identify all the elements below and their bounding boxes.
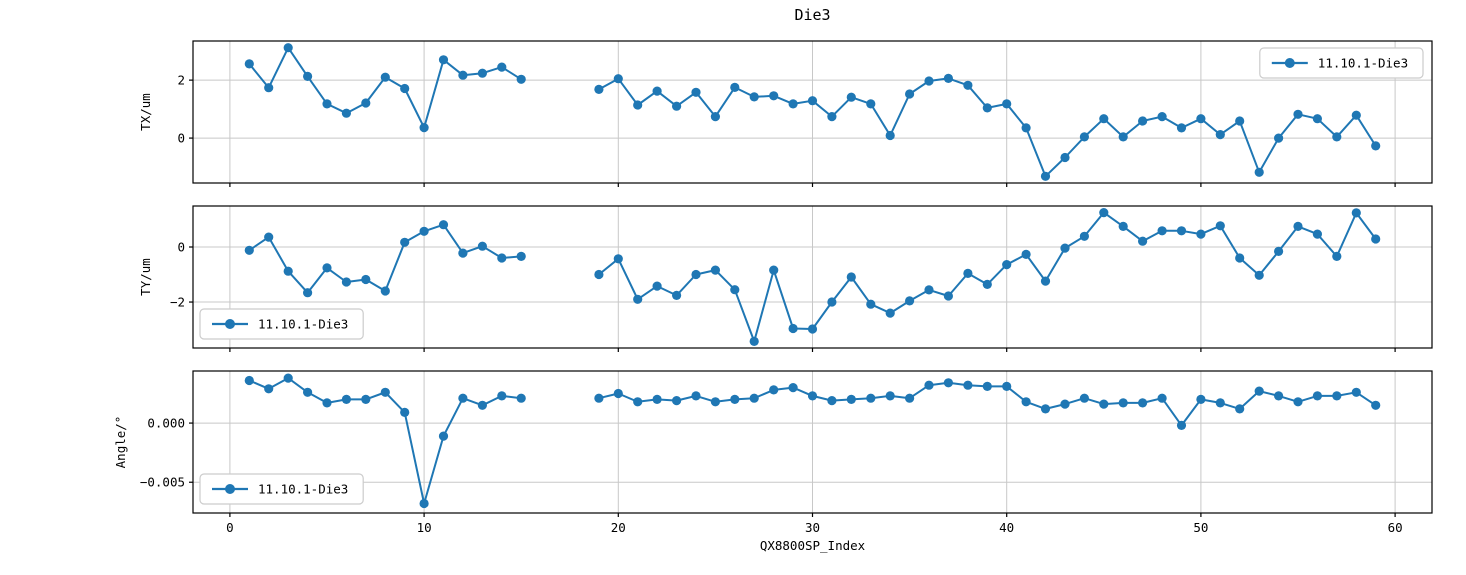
xtick-label: 30 bbox=[805, 520, 820, 535]
tx-gridlines bbox=[193, 41, 1432, 183]
angle-gridlines bbox=[193, 371, 1432, 513]
ty-ytick-label: −2 bbox=[170, 295, 185, 310]
tx-ytick-label: 2 bbox=[177, 73, 185, 88]
angle-legend-label: 11.10.1-Die3 bbox=[258, 482, 348, 497]
ty-legend-box bbox=[199, 308, 364, 340]
xtick-label: 40 bbox=[999, 520, 1014, 535]
tx-legend-label: 11.10.1-Die3 bbox=[1318, 56, 1408, 71]
tx-y-axis-label: TX/um bbox=[138, 93, 153, 131]
xtick-label: 60 bbox=[1388, 520, 1403, 535]
angle-legend-marker-sample bbox=[225, 484, 235, 494]
tx-legend-marker-sample bbox=[1284, 58, 1295, 68]
tx-series-markers bbox=[244, 43, 1381, 181]
angle-y-axis-label: Angle/° bbox=[113, 416, 128, 469]
angle-legend: 11.10.1-Die3 bbox=[199, 473, 364, 505]
ty-legend-marker-sample bbox=[225, 319, 235, 329]
x-axis-label: QX8800SP_Index bbox=[759, 538, 866, 553]
ty-panel: 0 −2 TY/um 11.10.1-Die3 bbox=[138, 205, 1433, 352]
tx-panel: 2 0 TX/um 11.10.1-Die3 bbox=[138, 40, 1433, 187]
xtick-label: 0 bbox=[226, 520, 234, 535]
ty-series-markers bbox=[244, 208, 1381, 346]
angle-ytick-label: 0.000 bbox=[147, 416, 185, 431]
angle-series-markers bbox=[244, 373, 1381, 509]
angle-panel: 0 10 20 30 40 50 60 0.000 −0.005 Angle/° 11.10.1-D… bbox=[113, 370, 1433, 535]
ty-legend: 11.10.1-Die3 bbox=[199, 308, 364, 340]
tx-legend: 11.10.1-Die3 bbox=[1259, 47, 1424, 79]
ty-legend-label: 11.10.1-Die3 bbox=[258, 317, 348, 332]
ty-y-axis-label: TY/um bbox=[138, 258, 153, 296]
xtick-label: 10 bbox=[417, 520, 432, 535]
angle-legend-box bbox=[199, 473, 364, 505]
angle-ytick-label: −0.005 bbox=[140, 475, 185, 490]
tx-ytick-label: 0 bbox=[177, 131, 185, 146]
chart-title: Die3 bbox=[794, 6, 831, 24]
ty-ytick-label: 0 bbox=[177, 240, 185, 255]
xtick-label: 20 bbox=[611, 520, 626, 535]
xtick-label: 50 bbox=[1193, 520, 1208, 535]
tx-legend-box bbox=[1259, 47, 1424, 79]
